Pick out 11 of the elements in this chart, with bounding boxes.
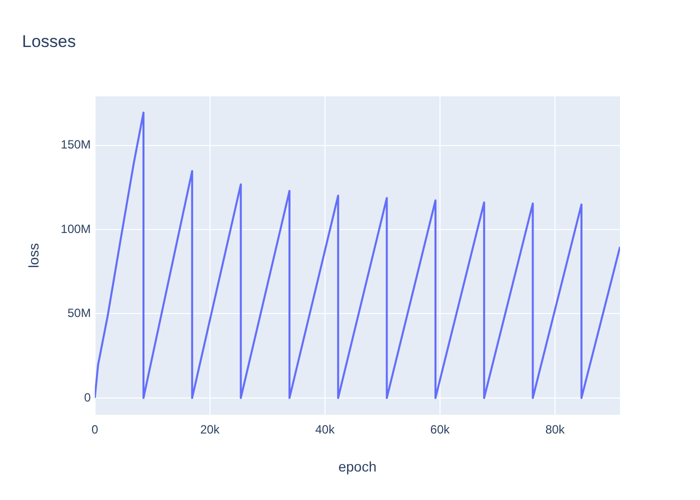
x-tick-label: 80k bbox=[545, 422, 566, 436]
chart-title: Losses bbox=[22, 32, 76, 51]
x-tick-label: 20k bbox=[200, 422, 221, 436]
y-axis-title: loss bbox=[25, 243, 42, 268]
x-axis-title: epoch bbox=[338, 458, 376, 474]
y-tick-label: 100M bbox=[60, 222, 91, 236]
y-tick-label: 150M bbox=[60, 138, 91, 152]
y-tick-label: 50M bbox=[67, 306, 91, 320]
y-tick-label: 0 bbox=[84, 390, 92, 404]
x-tick-label: 60k bbox=[430, 422, 451, 436]
x-tick-label: 40k bbox=[315, 422, 336, 436]
